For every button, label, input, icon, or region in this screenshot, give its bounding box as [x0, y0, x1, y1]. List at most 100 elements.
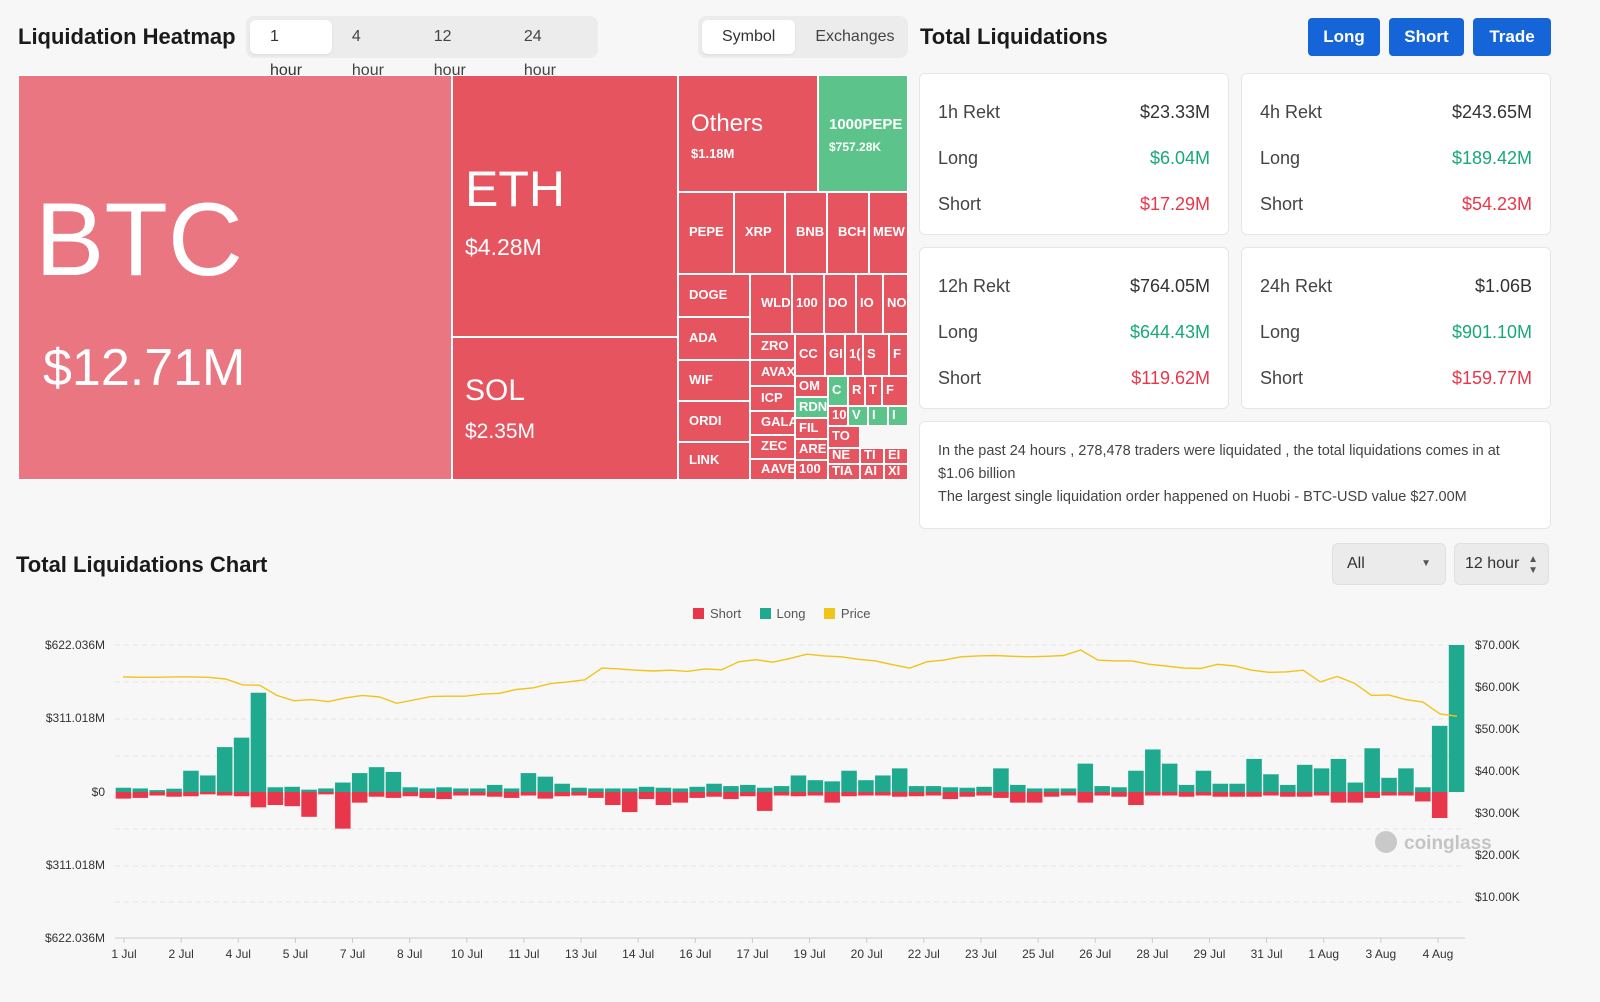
tile-r[interactable]: R — [848, 376, 865, 406]
rekt-card-1h: 1h Rekt $23.33M Long $6.04M Short $17.29M — [919, 73, 1229, 235]
tile-no[interactable]: NO — [883, 274, 908, 334]
tile-mew[interactable]: MEW — [869, 192, 908, 274]
tab-exchanges[interactable]: Exchanges — [815, 28, 895, 45]
tile-symbol: ZEC — [761, 438, 787, 453]
tile-xi[interactable]: XI — [884, 464, 908, 480]
tile-cc[interactable]: CC — [795, 334, 825, 376]
tile-doge[interactable]: DOGE — [678, 274, 750, 317]
tile-symbol: DO — [828, 295, 848, 310]
tile-1000pepe[interactable]: 1000PEPE $757.28K — [818, 75, 908, 192]
chart-bars — [115, 645, 1465, 829]
tile-others[interactable]: Others $1.18M — [678, 75, 818, 192]
tile-wif[interactable]: WIF — [678, 360, 750, 401]
right-axis-tick: $60.00K — [1475, 680, 1520, 694]
tile-eth[interactable]: ETH $4.28M — [452, 75, 678, 337]
tile-wld[interactable]: WLD — [750, 274, 792, 334]
tile-symbol: AAVE — [761, 460, 795, 476]
tile-io[interactable]: IO — [856, 274, 883, 334]
tile-c[interactable]: C — [828, 376, 848, 406]
legend-price[interactable]: Price — [823, 606, 871, 621]
short-button[interactable]: Short — [1389, 18, 1464, 56]
long-bar — [621, 788, 638, 792]
tile-symbol: R — [852, 382, 862, 397]
trade-button[interactable]: Trade — [1473, 18, 1551, 56]
tile-s[interactable]: S — [863, 334, 889, 376]
long-bar — [841, 770, 857, 792]
short-bar — [132, 792, 149, 798]
tile-1[interactable]: 1( — [845, 334, 863, 376]
long-button[interactable]: Long — [1308, 18, 1380, 56]
tile-100[interactable]: 100 — [792, 274, 824, 334]
tile-xrp[interactable]: XRP — [734, 192, 785, 274]
tab-12-hour[interactable]: 12 hour — [433, 28, 466, 79]
long-bar — [1060, 788, 1077, 792]
tile-v[interactable]: V — [848, 406, 868, 426]
tile-gala[interactable]: GALA — [750, 411, 795, 435]
tile-bnb[interactable]: BNB — [785, 192, 827, 274]
long-bar — [1313, 768, 1330, 792]
tile-symbol: ZRO — [761, 338, 789, 353]
tile-i[interactable]: I — [868, 406, 888, 426]
tile-sol-value: $2.35M — [465, 420, 536, 443]
summary-text: In the past 24 hours , 278,478 traders w… — [938, 443, 1500, 482]
tile-gi[interactable]: GI — [825, 334, 845, 376]
long-label: Long — [938, 322, 979, 342]
short-bar — [1431, 792, 1448, 818]
tile-pepe[interactable]: PEPE — [678, 192, 734, 274]
tile-tia[interactable]: TIA — [828, 464, 860, 480]
legend-long[interactable]: Long — [759, 606, 805, 621]
long-bar — [149, 790, 165, 792]
long-value: $6.04M — [1149, 148, 1210, 168]
tile-t[interactable]: T — [865, 376, 882, 406]
tile-i[interactable]: I — [888, 406, 908, 426]
rekt-card-title: 1h Rekt — [938, 102, 1001, 122]
long-bar — [554, 783, 570, 792]
sort-updown-icon: ▲ ▼ — [1528, 554, 1538, 576]
heatmap-title: Liquidation Heatmap — [18, 24, 236, 49]
tile-ei[interactable]: EI — [884, 448, 908, 464]
short-bar — [1296, 792, 1313, 797]
tile-ai[interactable]: AI — [860, 464, 884, 480]
tile-ne[interactable]: NE — [828, 448, 860, 464]
short-bar — [1347, 792, 1364, 803]
tile-others-symbol: Others — [691, 110, 764, 137]
tab-4-hour[interactable]: 4 hour — [351, 28, 384, 79]
tile-bch[interactable]: BCH — [827, 192, 869, 274]
tile-10[interactable]: 10( — [828, 406, 848, 426]
interval-select[interactable]: 12 hour ▲ ▼ — [1454, 543, 1549, 585]
tab-symbol[interactable]: Symbol — [702, 20, 796, 54]
x-axis-tick: 17 Jul — [736, 947, 768, 961]
symbol-filter-select[interactable]: All ▼ — [1332, 543, 1446, 585]
short-bar — [621, 792, 638, 813]
tile-aave[interactable]: AAVE — [750, 459, 795, 480]
tile-are[interactable]: ARE — [795, 439, 828, 460]
long-bar — [740, 784, 756, 792]
tile-100[interactable]: 100 — [795, 460, 828, 480]
tile-zro[interactable]: ZRO — [750, 334, 795, 360]
tile-symbol: ORDI — [689, 412, 722, 428]
legend-short[interactable]: Short — [693, 606, 741, 621]
tile-f[interactable]: F — [882, 376, 908, 406]
tile-avax[interactable]: AVAX — [750, 360, 795, 386]
short-bar — [638, 792, 655, 800]
tile-rdn[interactable]: RDN — [795, 397, 828, 418]
tab-1-hour[interactable]: 1 hour — [250, 20, 332, 79]
tile-sol[interactable]: SOL $2.35M — [452, 337, 678, 480]
x-axis-tick: 20 Jul — [851, 947, 883, 961]
tile-link[interactable]: LINK — [678, 442, 750, 480]
tile-zec[interactable]: ZEC — [750, 435, 795, 459]
long-bar — [1296, 764, 1313, 792]
tile-f[interactable]: F — [889, 334, 908, 376]
tile-ti[interactable]: TI — [860, 448, 884, 464]
tile-icp[interactable]: ICP — [750, 386, 795, 411]
tab-24-hour[interactable]: 24 hour — [523, 28, 556, 79]
tile-om[interactable]: OM — [795, 376, 828, 397]
tile-fil[interactable]: FIL — [795, 418, 828, 439]
tile-ordi[interactable]: ORDI — [678, 401, 750, 442]
tile-btc[interactable]: BTC $12.71M — [18, 75, 452, 480]
tile-to[interactable]: TO — [828, 426, 860, 448]
long-bar — [351, 773, 368, 792]
tile-ada[interactable]: ADA — [678, 317, 750, 360]
tile-do[interactable]: DO — [824, 274, 856, 334]
tile-symbol: IO — [860, 295, 874, 310]
